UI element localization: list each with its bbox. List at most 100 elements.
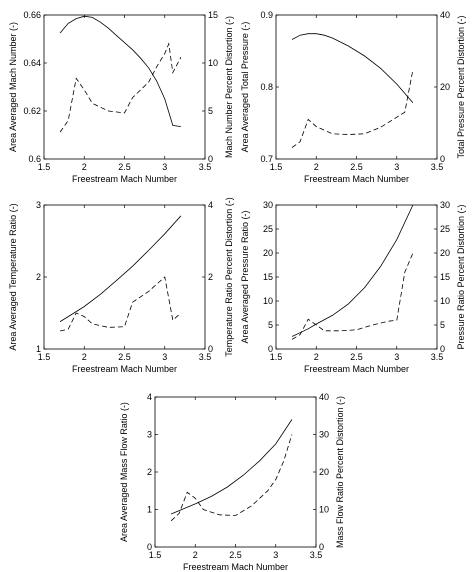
distortion-series-line: [291, 69, 414, 148]
x-axis-label: Freestream Mach Number: [72, 364, 177, 374]
plot-frame: [275, 14, 438, 160]
y2-tick-label: 20: [319, 467, 329, 477]
y-tick-label: 30: [263, 200, 273, 210]
y2-tick-label: 30: [440, 200, 450, 210]
y2-tick-label: 0: [319, 542, 324, 552]
average-series-line: [59, 15, 181, 127]
average-series-line: [291, 33, 414, 104]
x-tick-label: 2.5: [229, 550, 242, 560]
y-tick-label: 1: [147, 505, 152, 515]
x-tick-label: 3.5: [431, 352, 444, 362]
y-tick-label: 0.7: [260, 154, 273, 164]
x-tick-label: 3: [162, 162, 167, 172]
y2-tick-label: 25: [440, 224, 450, 234]
x-tick-label: 3.5: [431, 162, 444, 172]
y-tick-label: 3: [36, 200, 41, 210]
plot-frame: [43, 204, 206, 350]
y-tick-label: 0.62: [23, 106, 41, 116]
y2-tick-label: 20: [440, 82, 450, 92]
y-axis-label: Area Averaged Total Pressure (-): [240, 22, 250, 153]
y-tick-label: 4: [147, 392, 152, 402]
y-tick-label: 20: [263, 248, 273, 258]
x-axis-label: Freestream Mach Number: [304, 364, 409, 374]
y2-axis-label: Temperature Ratio Percent Distortion (-): [224, 197, 234, 357]
x-tick-label: 3.5: [310, 550, 323, 560]
y2-tick-label: 4: [208, 200, 213, 210]
y-tick-label: 1: [36, 344, 41, 354]
y-tick-label: 2: [147, 467, 152, 477]
plot-frame: [275, 204, 438, 350]
y-tick-label: 0: [268, 344, 273, 354]
x-axis-label: Freestream Mach Number: [72, 174, 177, 184]
chart-panel-2: 1.5 2 2.5 3 3.5 0.7 0.8 0.9 0 20 40 Freestream Mach…: [240, 10, 466, 184]
x-tick-label: 1.5: [270, 352, 283, 362]
y2-tick-label: 15: [440, 272, 450, 282]
y2-tick-label: 5: [208, 106, 213, 116]
y-tick-label: 10: [263, 296, 273, 306]
y-axis-label: Area Averaged Mach Number (-): [8, 22, 18, 152]
y-tick-label: 2: [36, 272, 41, 282]
x-tick-label: 2: [193, 550, 198, 560]
plot-frame: [43, 14, 206, 160]
y-tick-label: 25: [263, 224, 273, 234]
x-tick-label: 2: [82, 162, 87, 172]
x-tick-label: 2.5: [118, 352, 131, 362]
y-tick-label: 5: [268, 320, 273, 330]
x-tick-label: 1.5: [270, 162, 283, 172]
average-series-line: [59, 215, 182, 322]
x-tick-label: 3.5: [199, 352, 212, 362]
y2-tick-label: 10: [319, 505, 329, 515]
y-tick-label: 0.8: [260, 82, 273, 92]
distortion-series-line: [170, 434, 293, 522]
y-tick-label: 15: [263, 272, 273, 282]
y2-tick-label: 0: [208, 344, 213, 354]
y-tick-label: 0.64: [23, 58, 41, 68]
x-tick-label: 1.5: [38, 162, 51, 172]
y2-axis-label: Total Pressure Percent Distortion (-): [456, 15, 466, 158]
x-tick-label: 2.5: [350, 352, 363, 362]
x-tick-label: 2.5: [118, 162, 131, 172]
x-tick-label: 2: [314, 352, 319, 362]
average-series-line: [291, 204, 414, 337]
distortion-series-line: [60, 276, 182, 332]
y-tick-label: 0: [147, 542, 152, 552]
x-axis-label: Freestream Mach Number: [183, 562, 288, 572]
x-tick-label: 3: [394, 162, 399, 172]
chart-panel-3: 1.5 2 2.5 3 3.5 1 2 3 0 2 4 Freestream Mach Number A…: [8, 197, 234, 374]
y-tick-label: 0.9: [260, 10, 273, 20]
x-tick-label: 3: [162, 352, 167, 362]
y2-tick-label: 10: [208, 58, 218, 68]
y2-axis-label: Mass Flow Ratio Percent Distortion (-): [335, 396, 345, 548]
x-axis-label: Freestream Mach Number: [304, 174, 409, 184]
y2-tick-label: 5: [440, 320, 445, 330]
x-tick-label: 2.5: [350, 162, 363, 172]
y2-tick-label: 0: [208, 154, 213, 164]
x-tick-label: 1.5: [38, 352, 51, 362]
y2-tick-label: 2: [208, 272, 213, 282]
y2-tick-label: 10: [440, 296, 450, 306]
distortion-series-line: [291, 252, 414, 340]
y-axis-label: Area Averaged Mass Flow Ratio (-): [119, 402, 129, 542]
x-tick-label: 1.5: [149, 550, 162, 560]
average-series-line: [170, 419, 293, 515]
y2-tick-label: 20: [440, 248, 450, 258]
x-tick-label: 2: [82, 352, 87, 362]
x-tick-label: 3.5: [199, 162, 212, 172]
chart-panel-4: 1.5 2 2.5 3 3.5051015202530051015202530Frees…: [240, 200, 466, 374]
y2-tick-label: 30: [319, 430, 329, 440]
y-tick-label: 0.6: [28, 154, 41, 164]
y2-tick-label: 0: [440, 154, 445, 164]
x-tick-label: 3: [273, 550, 278, 560]
y-tick-label: 0.66: [23, 10, 41, 20]
y2-axis-label: Pressure Ratio Percent Distortion (-): [456, 204, 466, 349]
y2-tick-label: 40: [319, 392, 329, 402]
y-axis-label: Area Averaged Temperature Ratio (-): [8, 203, 18, 350]
y2-tick-label: 40: [440, 10, 450, 20]
y2-tick-label: 0: [440, 344, 445, 354]
y-tick-label: 3: [147, 430, 152, 440]
y-axis-label: Area Averaged Pressure Ratio (-): [240, 211, 250, 344]
chart-panel-1: 1.5 2 2.5 3 3.5 0.6 0.62 0.64 0.66 0 5 10 15 Freestre…: [8, 10, 234, 184]
y2-tick-label: 15: [208, 10, 218, 20]
